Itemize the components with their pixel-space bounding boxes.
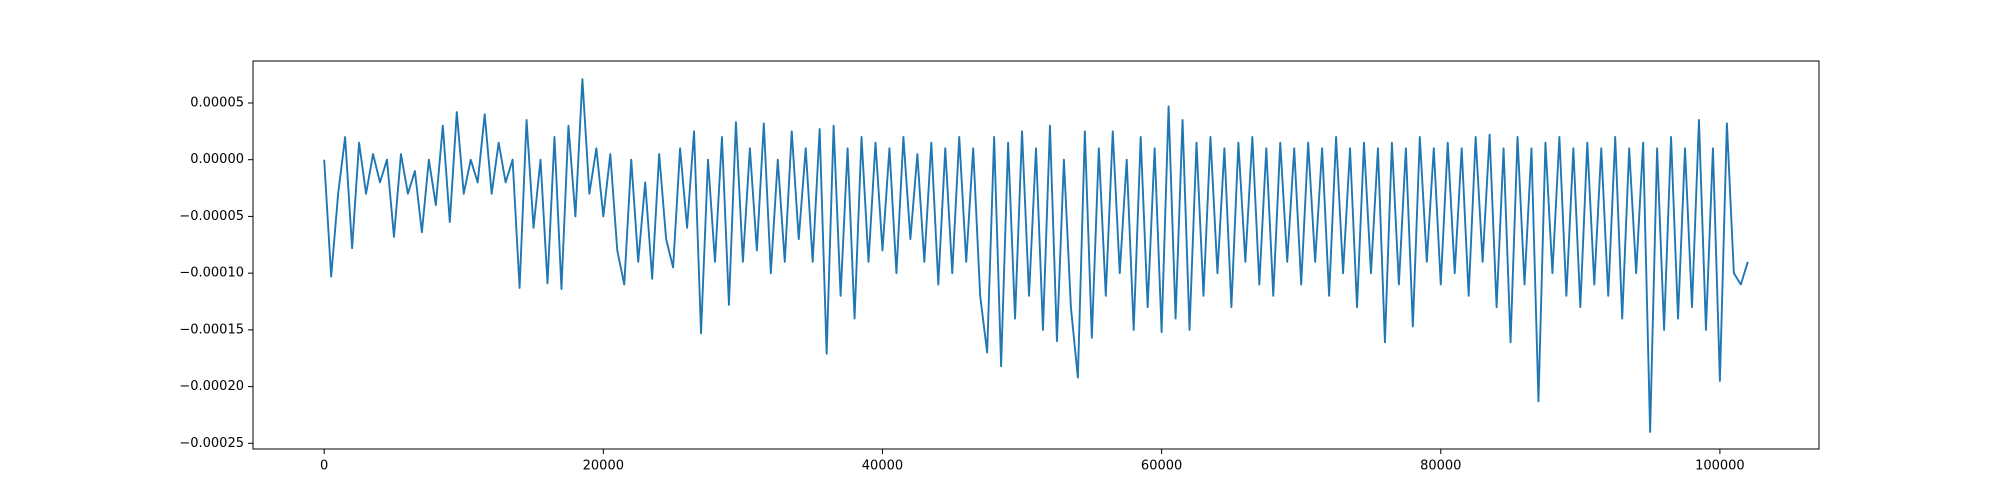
x-tick-label: 80000 [1420,459,1461,474]
x-tick-label: 20000 [583,459,624,474]
y-tick-label: −0.00005 [179,209,244,224]
data-line [323,78,1749,433]
axes-frame [252,60,1820,450]
x-tick-label: 40000 [862,459,903,474]
x-tick-label: 0 [320,459,328,474]
x-tick-label: 100000 [1695,459,1745,474]
y-tick-label: −0.00020 [179,379,244,394]
y-tick-label: −0.00015 [179,322,244,337]
y-tick-label: −0.00025 [179,436,244,451]
x-tick-label: 60000 [1141,459,1182,474]
y-tick-label: 0.00005 [190,95,244,110]
y-tick-label: 0.00000 [190,152,244,167]
y-tick-label: −0.00010 [179,266,244,281]
